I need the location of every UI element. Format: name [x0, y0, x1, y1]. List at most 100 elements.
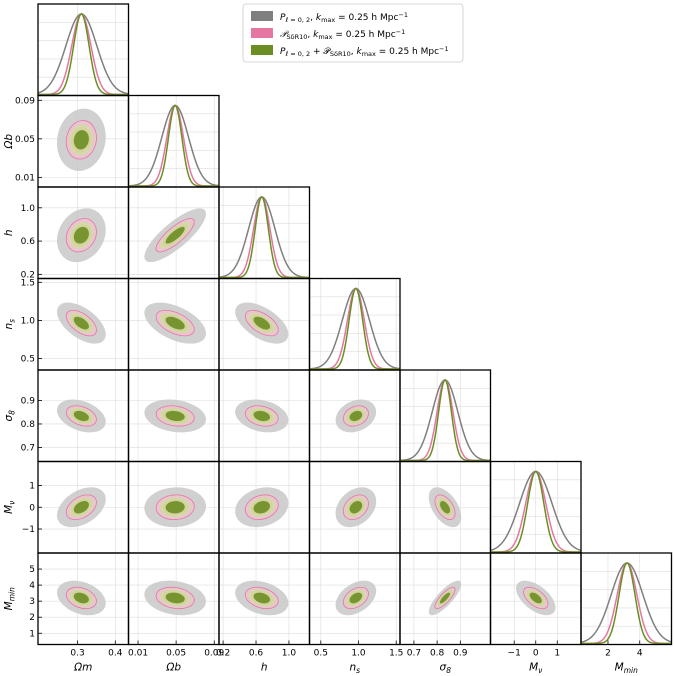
- y-axis-label-ns: ns: [3, 319, 17, 330]
- contour-mmin-h-s2-l1: [253, 592, 271, 604]
- y-tick-label: −1: [22, 525, 35, 535]
- marginal-curve-om-0: [38, 13, 129, 95]
- contour-mmin-mnu-s2-l1: [529, 592, 542, 604]
- y-tick-label: 1: [29, 481, 35, 491]
- panel-om-om: [37, 3, 130, 97]
- contour-ns-h-s2-l1: [253, 316, 271, 330]
- x-axis-label-ns: ns: [349, 662, 360, 676]
- x-tick-label: 0.05: [166, 649, 186, 659]
- panel-mmin-mnu: −1 0 1 Mν: [489, 552, 582, 675]
- y-tick-label: 0.6: [21, 237, 36, 247]
- x-tick-label: 0.6: [249, 649, 264, 659]
- marginal-curve-ob-0: [128, 104, 219, 187]
- y-tick-label: 5: [29, 565, 35, 575]
- marginal-curve-mmin-0: [581, 562, 672, 644]
- panel-mmin-mmin: 2 4 Mmin: [580, 552, 673, 676]
- x-tick-label: 0.4: [108, 649, 123, 659]
- x-tick-label: 0.09: [204, 649, 224, 659]
- panel-s8-s8: [399, 369, 492, 463]
- marginal-curve-om-2: [38, 13, 129, 96]
- y-axis-label-h: h: [3, 229, 15, 236]
- contour-mmin-ob-s2-l1: [165, 592, 185, 604]
- y-axis-label-mnu: Mν: [3, 501, 17, 514]
- panel-s8-ns: [308, 369, 401, 463]
- legend-swatch-2: [251, 45, 273, 55]
- y-tick-label: 2: [29, 613, 35, 623]
- legend: Pℓ = 0, 2, kmax = 0.25 h Mpc−1 𝒫SδR10, km…: [242, 3, 464, 63]
- panel-s8-ob: [127, 369, 220, 463]
- panel-mnu-s8: [399, 460, 492, 554]
- x-axis-label-mmin: Mmin: [615, 662, 638, 676]
- panel-mnu-ns: [308, 460, 401, 554]
- contour-s8-ns-s2-l1: [349, 410, 363, 422]
- legend-box: [242, 3, 464, 63]
- y-tick-label: 1.0: [21, 316, 36, 326]
- x-tick-label: 0.7: [407, 649, 421, 659]
- y-tick-label: 4: [29, 581, 35, 591]
- marginal-curve-h-0: [219, 196, 310, 279]
- panel-ns-ob: [127, 277, 220, 371]
- y-tick-label: 1.0: [21, 204, 36, 214]
- marginal-curve-ns-1: [309, 287, 400, 370]
- y-tick-label: 1.5: [21, 278, 35, 288]
- y-tick-label: 3: [29, 597, 35, 607]
- marginal-curve-mnu-2: [490, 470, 581, 553]
- x-tick-label: 1.5: [389, 649, 403, 659]
- x-tick-label: 0: [533, 649, 539, 659]
- contour-mnu-om-s2-l1: [73, 501, 89, 514]
- panel-h-ob: [127, 186, 220, 280]
- y-tick-label: 0.01: [15, 173, 35, 183]
- panel-mmin-om: 0.3 0.4 Ωm 1 2 3 4 5 Mmin: [3, 552, 130, 674]
- contour-ns-om-s2-l1: [73, 316, 89, 330]
- panel-ns-h: [218, 277, 311, 371]
- legend-swatch-1: [251, 28, 273, 38]
- y-tick-label: 0.09: [15, 96, 35, 106]
- legend-entry-1: 𝒫SδR10, kmax = 0.25 h Mpc−1: [280, 28, 405, 41]
- contour-mnu-ob-s2-l1: [165, 501, 185, 514]
- panel-mmin-s8: 0.7 0.8 0.9σ8: [399, 552, 492, 676]
- x-tick-label: −1: [508, 649, 521, 659]
- marginal-curve-mmin-2: [581, 562, 672, 645]
- panel-s8-om: 0.7 0.8 0.9 σ8: [3, 369, 130, 463]
- y-tick-label: 0.8: [21, 420, 36, 430]
- x-axis-label-ob: Ωb: [165, 662, 181, 674]
- marginal-curve-ns-2: [309, 287, 400, 370]
- legend-entry-0: Pℓ = 0, 2, kmax = 0.25 h Mpc−1: [280, 11, 408, 24]
- marginal-curve-s8-0: [400, 379, 491, 462]
- marginal-curve-s8-1: [400, 379, 491, 462]
- legend-swatch-0: [251, 11, 273, 21]
- x-tick-label: 0.01: [128, 649, 148, 659]
- panel-frame: [308, 277, 401, 371]
- panel-ob-om: 0.01 0.05 0.09 Ωb: [3, 94, 130, 188]
- y-tick-label: 1: [29, 629, 35, 639]
- x-tick-label: 1: [554, 649, 560, 659]
- panel-mnu-mnu: [489, 460, 582, 554]
- marginal-curve-h-1: [219, 196, 310, 279]
- panel-frame: [399, 369, 492, 463]
- marginal-curve-ob-1: [128, 104, 219, 187]
- x-axis-label-s8: σ8: [440, 662, 452, 676]
- panel-mnu-ob: [127, 460, 220, 554]
- x-axis-label-om: Ωm: [73, 662, 92, 674]
- x-tick-label: 2: [605, 649, 611, 659]
- y-tick-label: 0: [29, 503, 35, 513]
- contour-h-om-s2-l1: [73, 226, 89, 244]
- panel-h-om: 0.2 0.6 1.0 h: [3, 186, 130, 280]
- x-tick-label: 0.2: [216, 649, 230, 659]
- panel-mmin-h: 0.2 0.6 1.0 h: [216, 552, 311, 674]
- panel-mmin-ns: 0.5 1.0 1.5 ns: [308, 552, 403, 676]
- x-tick-label: 0.9: [453, 649, 468, 659]
- contour-s8-ob-s2-l1: [165, 410, 185, 422]
- contour-mnu-ns-s2-l1: [349, 501, 363, 514]
- panel-s8-h: [218, 369, 311, 463]
- marginal-curve-ob-2: [128, 104, 219, 187]
- x-tick-label: 1.0: [282, 649, 297, 659]
- y-axis-label-s8: σ8: [3, 410, 17, 422]
- panel-h-h: [218, 186, 311, 280]
- y-tick-label: 0.9: [21, 397, 36, 407]
- y-axis-label-ob: Ωb: [3, 134, 15, 150]
- x-tick-label: 0.5: [314, 649, 328, 659]
- y-tick-label: 0.05: [15, 135, 35, 145]
- x-tick-label: 0.8: [430, 649, 445, 659]
